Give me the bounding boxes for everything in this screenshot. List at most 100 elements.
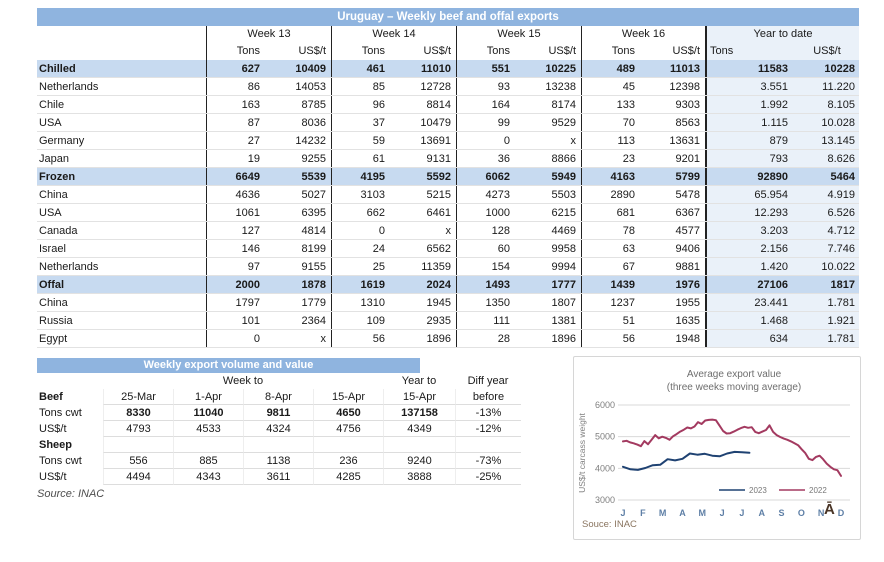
row-label: Japan — [37, 150, 207, 167]
usd-cell: 5478 — [644, 186, 707, 203]
value-cell — [173, 437, 243, 453]
usd-subheader: US$/t — [644, 43, 707, 60]
tons-cell: 1350 — [485, 297, 510, 309]
row-label: USA — [37, 204, 207, 221]
tons-cell: 37 — [372, 117, 385, 129]
usd-cell: 4814 — [269, 222, 332, 239]
week-header: Week 14 — [332, 26, 457, 43]
row-label: US$/t — [39, 423, 67, 435]
tons-subheader: Tons — [486, 45, 510, 57]
table2-group-row: Week to Year to Diff year — [37, 373, 521, 389]
tons-cell: 97 — [247, 261, 260, 273]
usd-cell: 5949 — [519, 168, 582, 185]
usd-cell: 6395 — [269, 204, 332, 221]
table1-body: Chilled 627 10409 461 11010 551 10225 489 11013 1… — [37, 60, 859, 348]
value-cell: 4533 — [173, 421, 243, 437]
week-to-header: Week to — [222, 375, 264, 387]
table2-col-header: 15-Apr — [313, 389, 383, 405]
tons-cell: 78 — [622, 225, 635, 237]
ytd-tons-cell: 1.115 — [707, 114, 795, 131]
value-cell: -13% — [455, 405, 521, 421]
row-label: Tons cwt — [39, 407, 82, 419]
value-cell: 4343 — [173, 469, 243, 485]
tons-cell: 1237 — [610, 297, 635, 309]
ytd-usd-cell: 6.526 — [795, 204, 859, 221]
value-cell — [243, 437, 313, 453]
table1-row: Netherlands 97 9155 25 11359 154 9994 67 9881 1.4… — [37, 258, 859, 276]
row-label: Netherlands — [37, 258, 207, 275]
tons-cell: 461 — [366, 63, 385, 75]
value-cell: 4494 — [103, 469, 173, 485]
usd-cell: x — [394, 222, 457, 239]
value-cell: 8330 — [103, 405, 173, 421]
tons-cell: 70 — [622, 117, 635, 129]
usd-cell: 9406 — [644, 240, 707, 257]
ytd-usd-cell: 4.712 — [795, 222, 859, 239]
row-label: Tons cwt — [39, 455, 82, 467]
y-tick-label: 6000 — [595, 400, 615, 410]
usd-cell: 1948 — [644, 330, 707, 347]
tons-cell: 61 — [372, 153, 385, 165]
table1-unit-header-row: Tons US$/t Tons US$/t Tons US$/t Tons US$/t Tons… — [37, 43, 859, 60]
tons-cell: 109 — [366, 315, 385, 327]
tons-cell: 4273 — [485, 189, 510, 201]
tons-cell: 85 — [372, 81, 385, 93]
diff-header: Diff year — [467, 375, 509, 387]
tons-cell: 4636 — [235, 189, 260, 201]
exports-table: Uruguay – Weekly beef and offal exports … — [37, 8, 859, 348]
table1-row: Russia 101 2364 109 2935 111 1381 51 1635 1.468 1.… — [37, 312, 859, 330]
usd-cell: 5539 — [269, 168, 332, 185]
tons-cell: 99 — [497, 117, 510, 129]
tons-cell: 93 — [497, 81, 510, 93]
usd-cell: 2935 — [394, 312, 457, 329]
legend-label: 2022 — [809, 486, 827, 495]
ytd-usd-cell: 1817 — [795, 276, 859, 293]
ytd-usd-cell: 1.921 — [795, 312, 859, 329]
tons-cell: 1061 — [235, 207, 260, 219]
line-chart: Average export value (three weeks moving … — [577, 369, 850, 530]
x-tick-label: D — [838, 508, 845, 518]
value-cell: 3888 — [383, 469, 455, 485]
tons-cell: 27 — [247, 135, 260, 147]
row-label: Sheep — [39, 439, 73, 451]
x-tick-label: S — [779, 508, 785, 518]
ytd-tons-cell: 2.156 — [707, 240, 795, 257]
week-header: Week 15 — [457, 26, 582, 43]
value-cell: -25% — [455, 469, 521, 485]
ytd-usd-cell: 11.220 — [795, 78, 859, 95]
usd-cell: 8036 — [269, 114, 332, 131]
week-header: Week 13 — [207, 26, 332, 43]
tons-cell: 28 — [497, 333, 510, 345]
usd-cell: 13691 — [394, 132, 457, 149]
table2-source: Source: INAC — [37, 488, 105, 500]
usd-cell: 1896 — [394, 330, 457, 347]
table2-col-header: 1-Apr — [173, 389, 243, 405]
tons-cell: 63 — [622, 243, 635, 255]
table1-row: Egypt 0 x 56 1896 28 1896 56 1948 634 1.781 — [37, 330, 859, 348]
ytd-usd-cell: 13.145 — [795, 132, 859, 149]
row-label: China — [37, 186, 207, 203]
x-tick-label: M — [699, 508, 707, 518]
row-label: US$/t — [39, 471, 67, 483]
ytd-tons-subheader: Tons — [707, 43, 795, 60]
value-cell — [313, 437, 383, 453]
usd-cell: 11013 — [644, 60, 707, 77]
tons-cell: 163 — [241, 99, 260, 111]
tons-cell: 4163 — [610, 171, 635, 183]
usd-cell: x — [519, 132, 582, 149]
table2-row: US$/t 4793 4533 4324 4756 4349 -12% — [37, 421, 521, 437]
row-label: Netherlands — [37, 78, 207, 95]
ytd-tons-cell: 3.551 — [707, 78, 795, 95]
table1-row: Israel 146 8199 24 6562 60 9958 63 9406 2.156 7.74… — [37, 240, 859, 258]
row-label: Canada — [37, 222, 207, 239]
ytd-tons-cell: 793 — [707, 150, 795, 167]
usd-cell: 1777 — [519, 276, 582, 293]
usd-cell: 9303 — [644, 96, 707, 113]
usd-cell: 10225 — [519, 60, 582, 77]
x-tick-label: A — [758, 508, 765, 518]
row-label: Chilled — [37, 60, 207, 77]
usd-cell: 1635 — [644, 312, 707, 329]
value-cell: 4756 — [313, 421, 383, 437]
table1-row: USA 1061 6395 662 6461 1000 6215 681 6367 12.293 6… — [37, 204, 859, 222]
x-tick-label: N — [818, 508, 825, 518]
